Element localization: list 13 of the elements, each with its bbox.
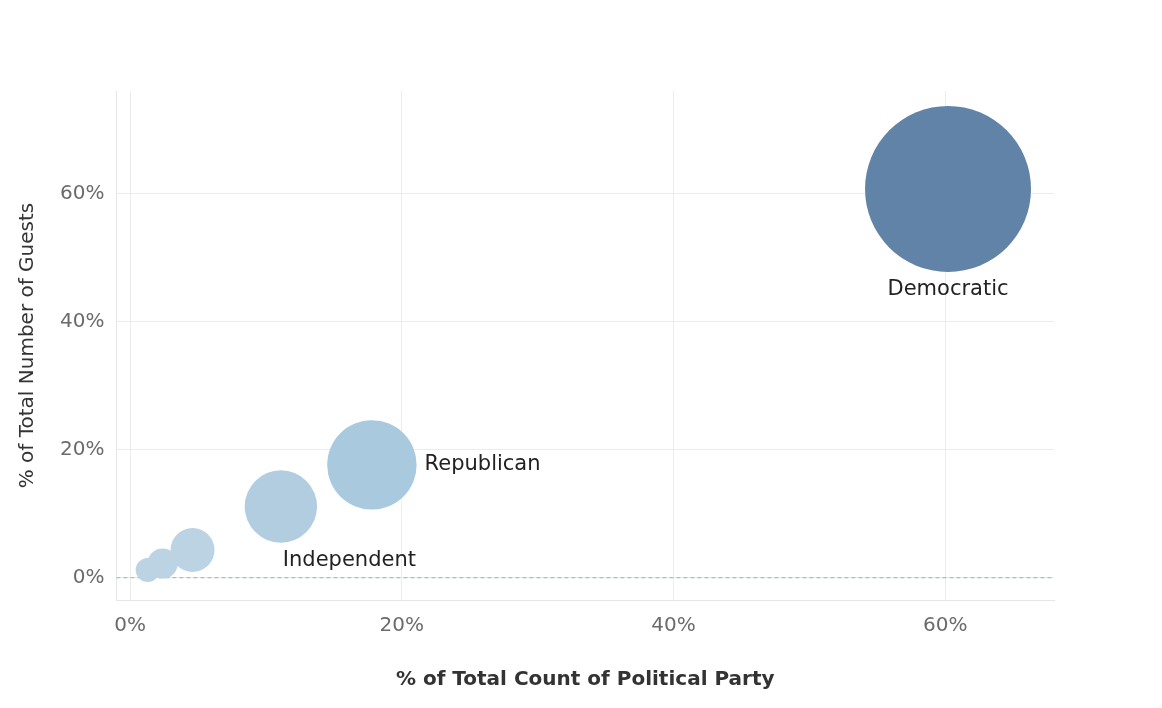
x-axis-title: % of Total Count of Political Party — [395, 666, 775, 691]
series-label: Democratic — [887, 276, 1009, 301]
series-label: Republican — [424, 451, 541, 476]
series-label: Independent — [282, 547, 416, 572]
x-tick-label: 20% — [379, 612, 425, 637]
y-tick-label: 40% — [60, 307, 105, 332]
y-tick-label: 0% — [72, 563, 105, 588]
y-tick-label: 20% — [60, 435, 105, 460]
x-tick-label: 0% — [114, 612, 146, 637]
y-tick-label: 60% — [60, 179, 105, 204]
y-axis-title: % of Total Number of Guests — [14, 202, 39, 489]
x-tick-label: 40% — [651, 612, 696, 637]
x-tick-label: 60% — [923, 612, 968, 637]
